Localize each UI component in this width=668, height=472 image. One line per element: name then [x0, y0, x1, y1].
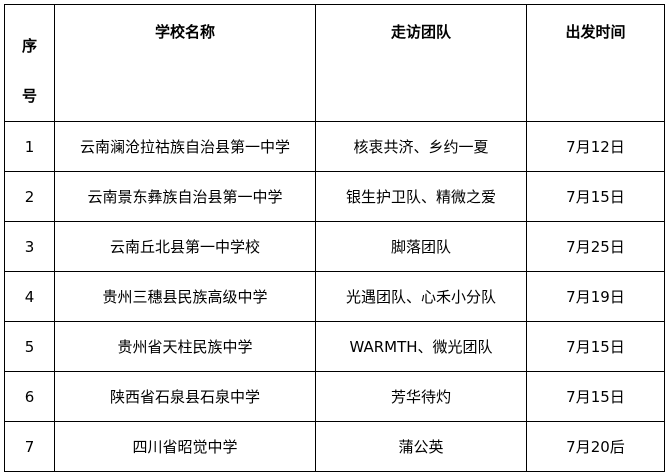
cell-school: 陕西省石泉县石泉中学	[54, 371, 316, 422]
cell-date: 7月19日	[526, 271, 665, 322]
cell-date: 7月15日	[526, 371, 665, 422]
table-row: 6 陕西省石泉县石泉中学 芳华待灼 7月15日	[4, 371, 665, 422]
table-row: 1 云南澜沧拉祜族自治县第一中学 核衷共济、乡约一夏 7月12日	[4, 121, 665, 172]
cell-team: 核衷共济、乡约一夏	[315, 121, 527, 172]
header-school: 学校名称	[54, 4, 316, 122]
header-row: 序号 学校名称 走访团队 出发时间	[4, 4, 665, 122]
header-team: 走访团队	[315, 4, 527, 122]
table-row: 3 云南丘北县第一中学校 脚落团队 7月25日	[4, 221, 665, 272]
cell-school: 云南丘北县第一中学校	[54, 221, 316, 272]
table-row: 7 四川省昭觉中学 蒲公英 7月20后	[4, 421, 665, 472]
cell-team: 光遇团队、心禾小分队	[315, 271, 527, 322]
cell-date: 7月15日	[526, 321, 665, 372]
cell-school: 四川省昭觉中学	[54, 421, 316, 472]
cell-school: 贵州三穗县民族高级中学	[54, 271, 316, 322]
cell-seq: 5	[4, 321, 55, 372]
cell-team: 芳华待灼	[315, 371, 527, 422]
cell-seq: 2	[4, 171, 55, 222]
cell-team: 银生护卫队、精微之爱	[315, 171, 527, 222]
cell-date: 7月12日	[526, 121, 665, 172]
cell-date: 7月20后	[526, 421, 665, 472]
cell-school: 云南澜沧拉祜族自治县第一中学	[54, 121, 316, 172]
table-row: 2 云南景东彝族自治县第一中学 银生护卫队、精微之爱 7月15日	[4, 171, 665, 222]
cell-date: 7月25日	[526, 221, 665, 272]
cell-seq: 1	[4, 121, 55, 172]
cell-seq: 4	[4, 271, 55, 322]
cell-seq: 3	[4, 221, 55, 272]
cell-school: 贵州省天柱民族中学	[54, 321, 316, 372]
cell-seq: 7	[4, 421, 55, 472]
header-seq: 序号	[4, 4, 55, 122]
header-date: 出发时间	[526, 4, 665, 122]
table-row: 4 贵州三穗县民族高级中学 光遇团队、心禾小分队 7月19日	[4, 271, 665, 322]
cell-date: 7月15日	[526, 171, 665, 222]
school-visit-table: 序号 学校名称 走访团队 出发时间 1 云南澜沧拉祜族自治县第一中学 核衷共济、乡约…	[4, 4, 665, 472]
cell-team: 脚落团队	[315, 221, 527, 272]
cell-seq: 6	[4, 371, 55, 422]
cell-team: 蒲公英	[315, 421, 527, 472]
cell-team: WARMTH、微光团队	[315, 321, 527, 372]
cell-school: 云南景东彝族自治县第一中学	[54, 171, 316, 222]
table-row: 5 贵州省天柱民族中学 WARMTH、微光团队 7月15日	[4, 321, 665, 372]
